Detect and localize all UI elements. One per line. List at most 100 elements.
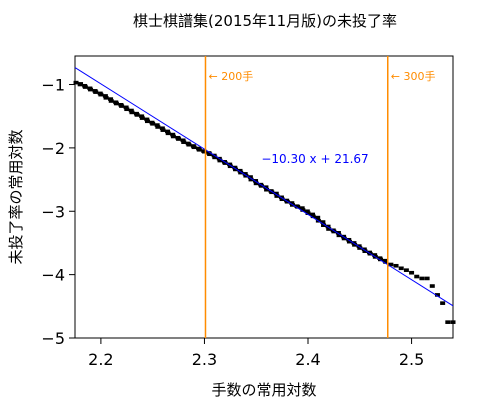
fit-equation-label: −10.30 x + 21.67	[261, 152, 368, 166]
data-point	[227, 162, 233, 167]
data-point	[124, 107, 130, 112]
data-point	[269, 190, 275, 195]
data-point	[160, 128, 166, 132]
data-point	[119, 104, 125, 108]
data-point	[273, 191, 279, 196]
data-point	[155, 125, 161, 129]
data-point	[93, 90, 99, 94]
data-point	[238, 170, 244, 175]
data-point	[263, 185, 269, 189]
data-point	[129, 110, 135, 115]
data-point	[335, 231, 341, 235]
data-point	[258, 184, 264, 188]
data-point	[180, 138, 186, 143]
data-point	[331, 229, 337, 234]
data-point	[144, 119, 150, 124]
data-point	[176, 137, 182, 141]
data-point	[378, 257, 384, 262]
data-point	[320, 220, 326, 224]
data-point	[357, 246, 363, 250]
data-point	[128, 108, 134, 113]
data-point	[305, 211, 311, 215]
data-point	[326, 227, 332, 231]
data-point	[304, 209, 310, 214]
data-point	[217, 158, 223, 163]
threshold-label: ← 200手	[208, 69, 253, 83]
data-point	[346, 239, 352, 244]
data-point	[388, 262, 394, 267]
data-point	[315, 215, 321, 220]
y-tick-label: −5	[41, 329, 65, 348]
plot-area	[74, 55, 454, 339]
data-point	[299, 206, 305, 210]
data-point	[123, 105, 129, 110]
data-point	[242, 172, 248, 176]
data-point	[191, 145, 197, 150]
data-point	[113, 101, 119, 106]
y-tick-label: −2	[41, 139, 65, 158]
data-point	[429, 284, 435, 288]
data-point	[414, 274, 420, 279]
fit-line	[74, 67, 454, 307]
overlays: −10.30 x + 21.67 ← 200手 ← 300手	[74, 56, 454, 338]
data-point	[247, 175, 253, 179]
data-point	[165, 131, 171, 136]
data-point	[73, 80, 79, 85]
data-point	[341, 236, 347, 241]
data-point	[352, 243, 358, 247]
data-point	[253, 181, 259, 186]
data-point	[362, 249, 368, 253]
y-axis: −1 −2 −3 −4 −5	[41, 76, 75, 348]
data-point	[310, 212, 316, 217]
data-point	[372, 253, 378, 257]
data-point	[77, 82, 83, 87]
y-tick-label: −1	[41, 76, 65, 95]
data-point	[398, 266, 404, 271]
data-point	[295, 205, 301, 209]
data-point	[102, 94, 108, 98]
data-point	[139, 116, 145, 120]
data-point	[103, 96, 109, 100]
data-point	[201, 149, 207, 154]
data-point	[248, 177, 254, 182]
data-point	[88, 87, 94, 92]
data-point	[289, 201, 295, 205]
data-point	[134, 113, 140, 117]
data-point	[383, 260, 389, 264]
data-point	[409, 270, 415, 275]
data-point	[108, 97, 114, 101]
plot-frame	[74, 55, 454, 339]
data-point	[222, 161, 228, 165]
x-tick-label: 2.3	[192, 350, 217, 369]
data-point	[98, 92, 104, 97]
data-point	[227, 164, 233, 169]
y-tick-label: −3	[41, 202, 65, 221]
data-point	[186, 142, 192, 147]
data-points	[73, 80, 456, 324]
data-point	[264, 187, 270, 192]
data-point	[237, 168, 243, 173]
y-axis-label: 未投了率の常用対数	[7, 129, 25, 264]
data-point	[440, 301, 446, 305]
data-point	[403, 268, 409, 272]
x-tick-label: 2.4	[295, 350, 320, 369]
data-point	[419, 276, 425, 281]
data-point	[424, 276, 430, 281]
data-point	[170, 132, 176, 137]
x-tick-label: 2.5	[399, 350, 424, 369]
data-point	[321, 223, 327, 227]
data-point	[450, 320, 456, 324]
data-point	[434, 293, 440, 297]
x-axis-label: 手数の常用対数	[211, 381, 316, 399]
threshold-label: ← 300手	[391, 69, 436, 83]
data-point	[159, 126, 165, 131]
data-point	[165, 129, 171, 134]
data-point	[274, 194, 280, 198]
x-tick-label: 2.2	[88, 350, 113, 369]
data-point	[150, 122, 156, 126]
data-point	[82, 85, 88, 89]
data-point	[233, 167, 239, 172]
x-axis: 2.2 2.3 2.4 2.5	[88, 338, 424, 369]
data-point	[196, 147, 202, 152]
